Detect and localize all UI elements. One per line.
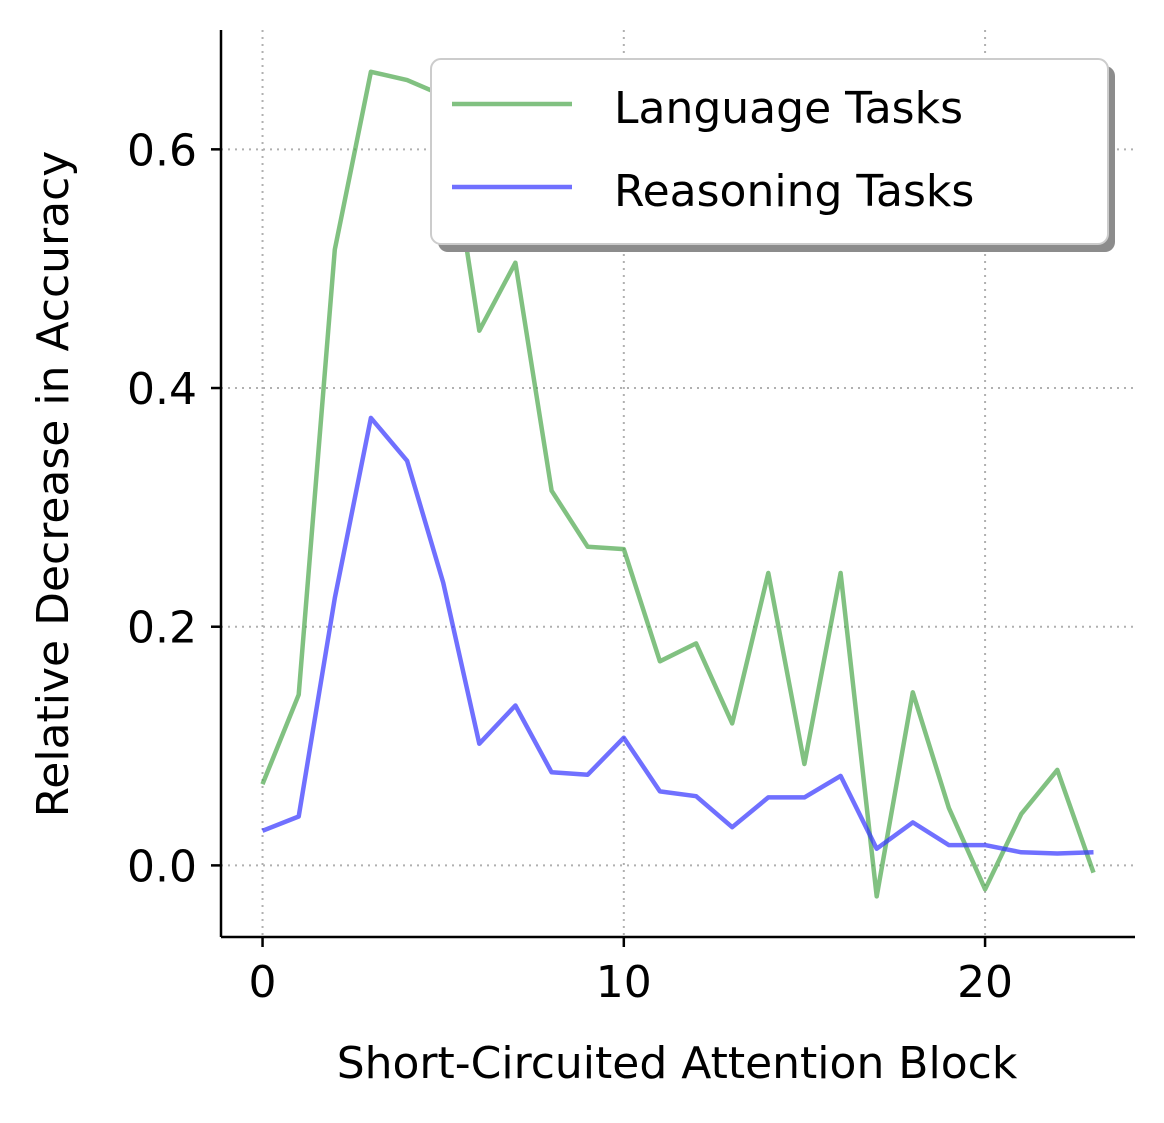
y-tick-label: 0.4 — [127, 364, 197, 415]
legend: Language Tasks Reasoning Tasks — [430, 58, 1115, 252]
y-tick-label: 0.2 — [127, 603, 197, 654]
legend-label-language-tasks: Language Tasks — [614, 83, 963, 134]
y-tick-label: 0.6 — [127, 125, 197, 176]
x-tick-label: 10 — [596, 957, 652, 1008]
y-tick-label: 0.0 — [127, 841, 197, 892]
x-axis-label: Short-Circuited Attention Block — [337, 1038, 1018, 1089]
tick-labels: 0 10 20 0.0 0.2 0.4 0.6 — [127, 125, 1013, 1008]
series-layer — [260, 69, 1096, 899]
y-axis-label: Relative Decrease in Accuracy — [28, 151, 79, 818]
legend-box — [430, 58, 1109, 245]
axes — [211, 30, 1135, 947]
series-line-reasoning-tasks — [261, 415, 1094, 856]
x-tick-label: 0 — [249, 957, 277, 1008]
x-tick-label: 20 — [957, 957, 1013, 1008]
series-line-language-tasks — [260, 69, 1096, 899]
legend-label-reasoning-tasks: Reasoning Tasks — [614, 166, 974, 217]
